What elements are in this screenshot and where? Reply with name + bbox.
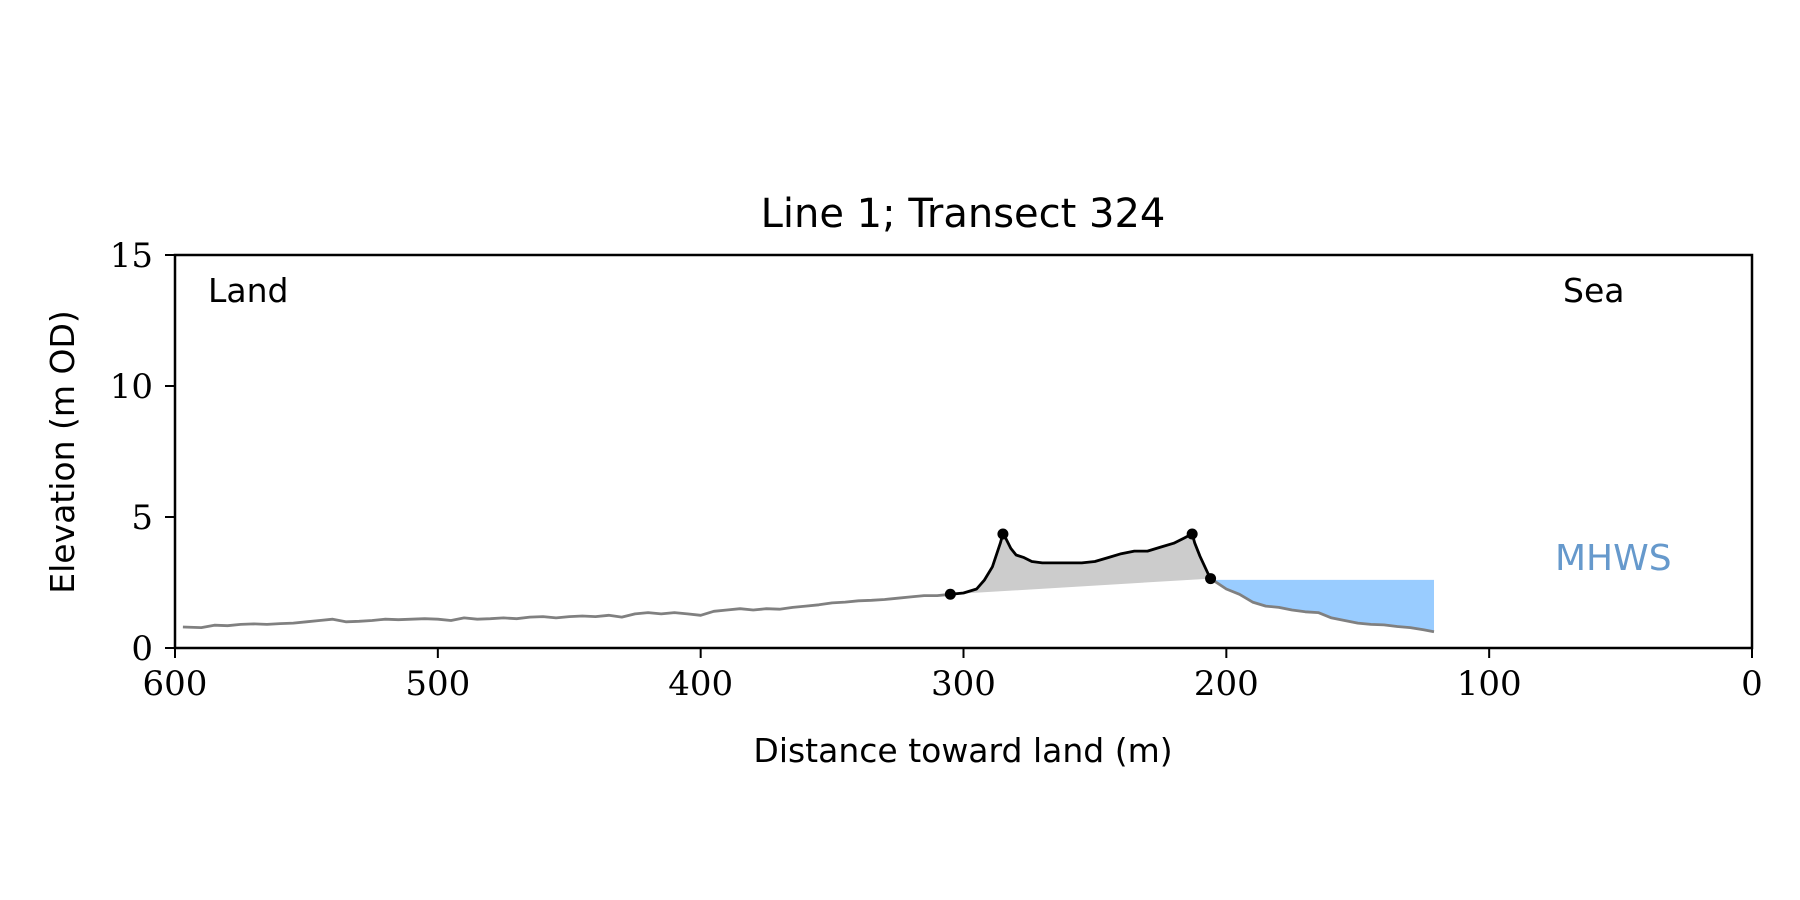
x-tick-label: 300 (931, 664, 996, 704)
axes-frame (173, 253, 1754, 650)
x-axis: 600 500 400 300 200 100 0 (143, 648, 1763, 704)
beach-line (1209, 577, 1435, 634)
dune-point (1186, 528, 1198, 540)
sea-label: Sea (1563, 271, 1624, 310)
y-axis-label: Elevation (m OD) (43, 310, 82, 594)
x-axis-label: Distance toward land (m) (753, 731, 1172, 770)
land-label: Land (208, 271, 288, 310)
dune-point (944, 588, 956, 600)
y-tick-label: 15 (110, 236, 153, 276)
y-tick-label: 10 (110, 367, 153, 407)
profile-line (182, 592, 951, 629)
dune-point (997, 528, 1009, 540)
mhws-label: MHWS (1555, 538, 1672, 579)
x-tick-label: 200 (1194, 664, 1259, 704)
y-tick-label: 0 (131, 629, 153, 669)
x-tick-label: 400 (668, 664, 733, 704)
chart-title: Line 1; Transect 324 (761, 191, 1166, 237)
plot-area (182, 528, 1435, 634)
water-region (1210, 578, 1434, 632)
x-tick-label: 600 (143, 664, 208, 704)
x-tick-label: 500 (405, 664, 470, 704)
x-tick-label: 100 (1457, 664, 1522, 704)
y-axis: 0 5 10 15 (110, 236, 175, 669)
dune-point (1205, 573, 1217, 585)
y-tick-label: 5 (131, 498, 153, 538)
x-tick-label: 0 (1741, 664, 1763, 704)
